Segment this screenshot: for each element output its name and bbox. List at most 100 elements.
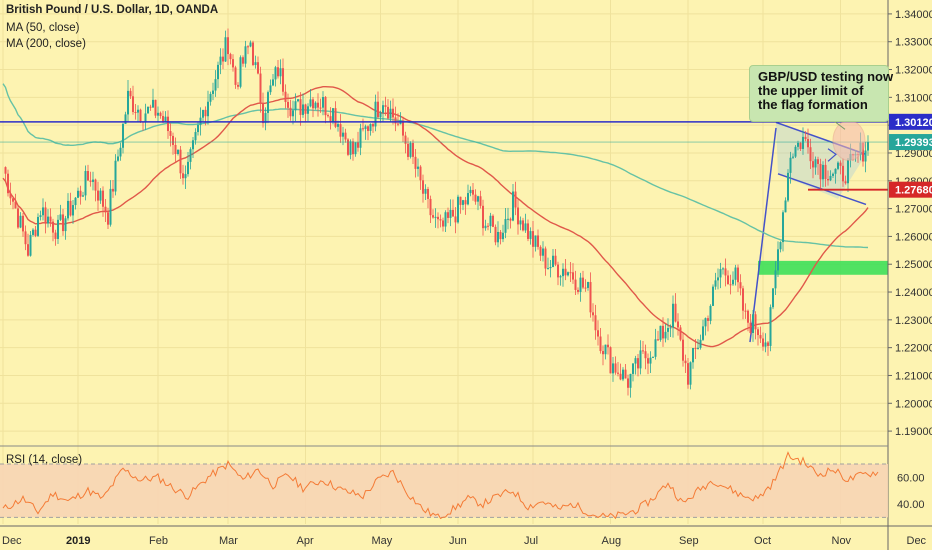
candle bbox=[182, 164, 184, 185]
time-tick-label: Feb bbox=[149, 535, 168, 547]
candle bbox=[127, 79, 129, 122]
price-tick-label: 1.21000 bbox=[895, 370, 932, 382]
candle bbox=[104, 199, 107, 222]
candle bbox=[232, 54, 234, 72]
price-tick-label: 1.22000 bbox=[895, 343, 932, 355]
candle bbox=[507, 207, 509, 230]
candle bbox=[399, 112, 402, 125]
candle-body bbox=[67, 200, 69, 219]
candle bbox=[474, 189, 477, 205]
candle bbox=[244, 40, 247, 68]
candle bbox=[72, 200, 74, 224]
candle-body bbox=[662, 325, 664, 339]
candle bbox=[729, 274, 732, 295]
candle-body bbox=[812, 161, 814, 168]
candle bbox=[642, 341, 644, 355]
candle-body bbox=[422, 180, 424, 194]
candle bbox=[709, 304, 712, 325]
candle-body bbox=[509, 218, 512, 221]
candle bbox=[152, 88, 154, 108]
candle bbox=[827, 170, 829, 186]
candle-body bbox=[102, 190, 104, 207]
candle bbox=[784, 197, 787, 213]
candle bbox=[577, 287, 579, 295]
candle bbox=[192, 137, 194, 159]
candle bbox=[207, 90, 209, 125]
price-tick-label: 1.33000 bbox=[895, 37, 932, 49]
candle bbox=[634, 355, 637, 375]
candle bbox=[177, 149, 179, 156]
candle-body bbox=[19, 215, 22, 228]
candle bbox=[374, 94, 377, 132]
candle-body bbox=[182, 173, 184, 179]
candle-body bbox=[834, 168, 837, 174]
candle bbox=[617, 361, 619, 377]
candle bbox=[799, 142, 802, 152]
candle-body bbox=[432, 215, 434, 218]
candle-body bbox=[354, 142, 357, 155]
candle bbox=[319, 98, 322, 113]
candle bbox=[622, 367, 624, 382]
candle-body bbox=[419, 166, 422, 181]
candle-body bbox=[192, 140, 194, 150]
candle bbox=[867, 135, 869, 156]
candle-body bbox=[507, 218, 509, 220]
candle bbox=[759, 326, 762, 343]
candle-body bbox=[462, 200, 464, 205]
candle-body bbox=[14, 201, 17, 209]
candle-body bbox=[99, 190, 102, 201]
candle-body bbox=[339, 124, 342, 137]
ma50-line bbox=[2, 86, 869, 348]
candle-body bbox=[559, 276, 562, 278]
candle-body bbox=[254, 62, 257, 66]
candle-body bbox=[57, 219, 59, 239]
candle-body bbox=[537, 235, 539, 247]
candle bbox=[54, 229, 57, 246]
time-tick-label: Mar bbox=[219, 535, 238, 547]
candle bbox=[547, 257, 549, 270]
candle bbox=[459, 196, 462, 214]
candle-body bbox=[269, 85, 272, 93]
candle bbox=[609, 346, 612, 374]
annotation-callout: GBP/USD testing now the upper limit of t… bbox=[749, 65, 893, 122]
candle-body bbox=[384, 105, 387, 107]
candle bbox=[14, 193, 17, 209]
candle bbox=[67, 193, 69, 221]
candle-body bbox=[447, 212, 449, 218]
candle bbox=[284, 84, 287, 109]
candle-body bbox=[232, 59, 234, 68]
candle bbox=[727, 270, 729, 285]
price-tick-label: 1.26000 bbox=[895, 231, 932, 243]
candle bbox=[237, 82, 239, 90]
candle bbox=[687, 357, 689, 389]
candle bbox=[274, 65, 277, 87]
candle bbox=[834, 168, 837, 184]
candle-body bbox=[299, 99, 302, 115]
candle-body bbox=[327, 115, 329, 117]
price-tick-label: 1.24000 bbox=[895, 287, 932, 299]
candle-body bbox=[547, 268, 549, 270]
candle-body bbox=[754, 314, 757, 330]
candle-body bbox=[602, 351, 604, 355]
candle bbox=[19, 212, 22, 229]
candle bbox=[359, 123, 362, 156]
candle bbox=[84, 165, 87, 201]
candle bbox=[397, 113, 399, 127]
candle bbox=[559, 274, 562, 286]
candle-body bbox=[757, 329, 759, 336]
candle-body bbox=[392, 108, 394, 118]
candle bbox=[807, 128, 809, 154]
candle bbox=[349, 139, 352, 160]
candle-body bbox=[4, 167, 7, 174]
candle bbox=[449, 199, 452, 227]
candle-body bbox=[459, 196, 462, 205]
candle bbox=[454, 207, 457, 234]
candle bbox=[169, 123, 172, 147]
price-tick-label: 1.25000 bbox=[895, 259, 932, 271]
candle-body bbox=[587, 282, 589, 288]
candle-body bbox=[262, 103, 264, 124]
candle-body bbox=[779, 242, 782, 250]
candle-body bbox=[514, 191, 517, 208]
candle-body bbox=[582, 277, 584, 288]
candle bbox=[734, 264, 737, 286]
